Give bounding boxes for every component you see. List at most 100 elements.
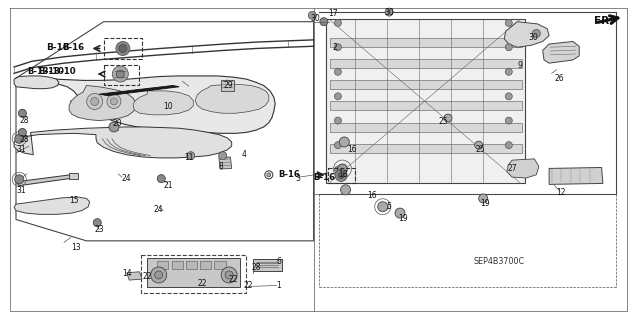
Text: 22: 22 <box>198 279 207 288</box>
Polygon shape <box>133 91 193 115</box>
Bar <box>186 261 197 269</box>
Text: B-16: B-16 <box>278 170 300 179</box>
Circle shape <box>532 29 540 38</box>
Polygon shape <box>14 127 232 158</box>
Polygon shape <box>127 272 142 280</box>
Circle shape <box>113 66 128 82</box>
Circle shape <box>119 44 127 53</box>
Polygon shape <box>14 197 90 214</box>
Polygon shape <box>219 157 232 169</box>
Text: 30: 30 <box>384 8 394 17</box>
Text: 6: 6 <box>276 257 282 266</box>
Circle shape <box>155 271 163 279</box>
Circle shape <box>378 202 388 212</box>
Text: 19: 19 <box>397 214 408 223</box>
Text: 31: 31 <box>16 186 26 195</box>
Polygon shape <box>69 85 136 121</box>
Text: 28: 28 <box>20 135 29 144</box>
Text: 10: 10 <box>163 102 173 111</box>
Text: 24: 24 <box>154 205 164 214</box>
Text: B-16: B-16 <box>314 173 336 182</box>
Polygon shape <box>99 85 179 96</box>
Polygon shape <box>16 175 74 186</box>
Circle shape <box>506 19 512 26</box>
Circle shape <box>157 174 165 183</box>
Polygon shape <box>330 80 522 89</box>
Circle shape <box>308 11 316 19</box>
Text: 17: 17 <box>328 9 339 18</box>
Bar <box>141 255 246 293</box>
Circle shape <box>506 68 512 75</box>
Polygon shape <box>31 76 275 133</box>
Circle shape <box>335 166 341 173</box>
Text: 21: 21 <box>164 181 173 190</box>
Circle shape <box>19 109 26 117</box>
Circle shape <box>335 169 347 182</box>
Text: B-13-10: B-13-10 <box>38 67 76 76</box>
Text: 19: 19 <box>480 199 490 208</box>
Circle shape <box>320 18 328 26</box>
Polygon shape <box>543 41 579 63</box>
Bar <box>200 261 211 269</box>
Text: 28: 28 <box>20 116 29 125</box>
Circle shape <box>219 152 227 160</box>
Text: 16: 16 <box>347 145 357 154</box>
Circle shape <box>221 267 237 283</box>
Bar <box>328 168 355 183</box>
Text: 20: 20 <box>112 119 122 128</box>
Text: 23: 23 <box>94 225 104 234</box>
Circle shape <box>15 134 24 143</box>
Text: B-13-10: B-13-10 <box>27 67 64 76</box>
Circle shape <box>338 173 344 178</box>
Polygon shape <box>253 259 282 271</box>
Text: 14: 14 <box>122 269 132 278</box>
Text: 30: 30 <box>528 33 538 42</box>
Text: B-16: B-16 <box>46 43 69 52</box>
Polygon shape <box>507 159 539 178</box>
Circle shape <box>91 97 99 106</box>
Circle shape <box>151 267 166 283</box>
Text: 9: 9 <box>518 61 523 70</box>
Text: 22: 22 <box>244 281 253 290</box>
Circle shape <box>225 271 233 279</box>
Text: 13: 13 <box>70 243 81 252</box>
Text: SEP4B3700C: SEP4B3700C <box>474 257 525 266</box>
Bar <box>214 261 226 269</box>
Circle shape <box>444 114 452 122</box>
Bar <box>104 38 142 59</box>
Circle shape <box>506 44 512 51</box>
Polygon shape <box>326 19 525 183</box>
Polygon shape <box>330 59 522 68</box>
Polygon shape <box>14 76 59 89</box>
Text: FR.: FR. <box>594 16 613 26</box>
Circle shape <box>337 164 348 174</box>
Polygon shape <box>330 123 522 132</box>
Circle shape <box>335 93 341 100</box>
Circle shape <box>339 137 349 147</box>
Text: 3: 3 <box>296 174 301 182</box>
Circle shape <box>267 173 271 177</box>
Text: 5: 5 <box>386 202 391 211</box>
Text: 22: 22 <box>229 275 238 284</box>
Circle shape <box>475 141 483 149</box>
Text: 30: 30 <box>310 14 320 23</box>
Polygon shape <box>330 38 522 47</box>
Circle shape <box>506 117 512 124</box>
Circle shape <box>506 142 512 149</box>
Text: 31: 31 <box>16 145 26 154</box>
Circle shape <box>335 142 341 149</box>
Circle shape <box>107 94 121 108</box>
Polygon shape <box>549 167 603 184</box>
Text: 28: 28 <box>252 263 260 272</box>
Circle shape <box>395 208 405 218</box>
Text: 15: 15 <box>69 196 79 205</box>
Circle shape <box>111 98 117 105</box>
Text: 26: 26 <box>554 74 564 83</box>
Text: 25: 25 <box>475 145 485 154</box>
Text: 8: 8 <box>218 162 223 171</box>
Bar <box>221 80 234 91</box>
Text: 24: 24 <box>122 174 132 183</box>
Text: 18: 18 <box>339 170 348 179</box>
Text: 1: 1 <box>276 281 282 290</box>
Circle shape <box>479 194 488 203</box>
